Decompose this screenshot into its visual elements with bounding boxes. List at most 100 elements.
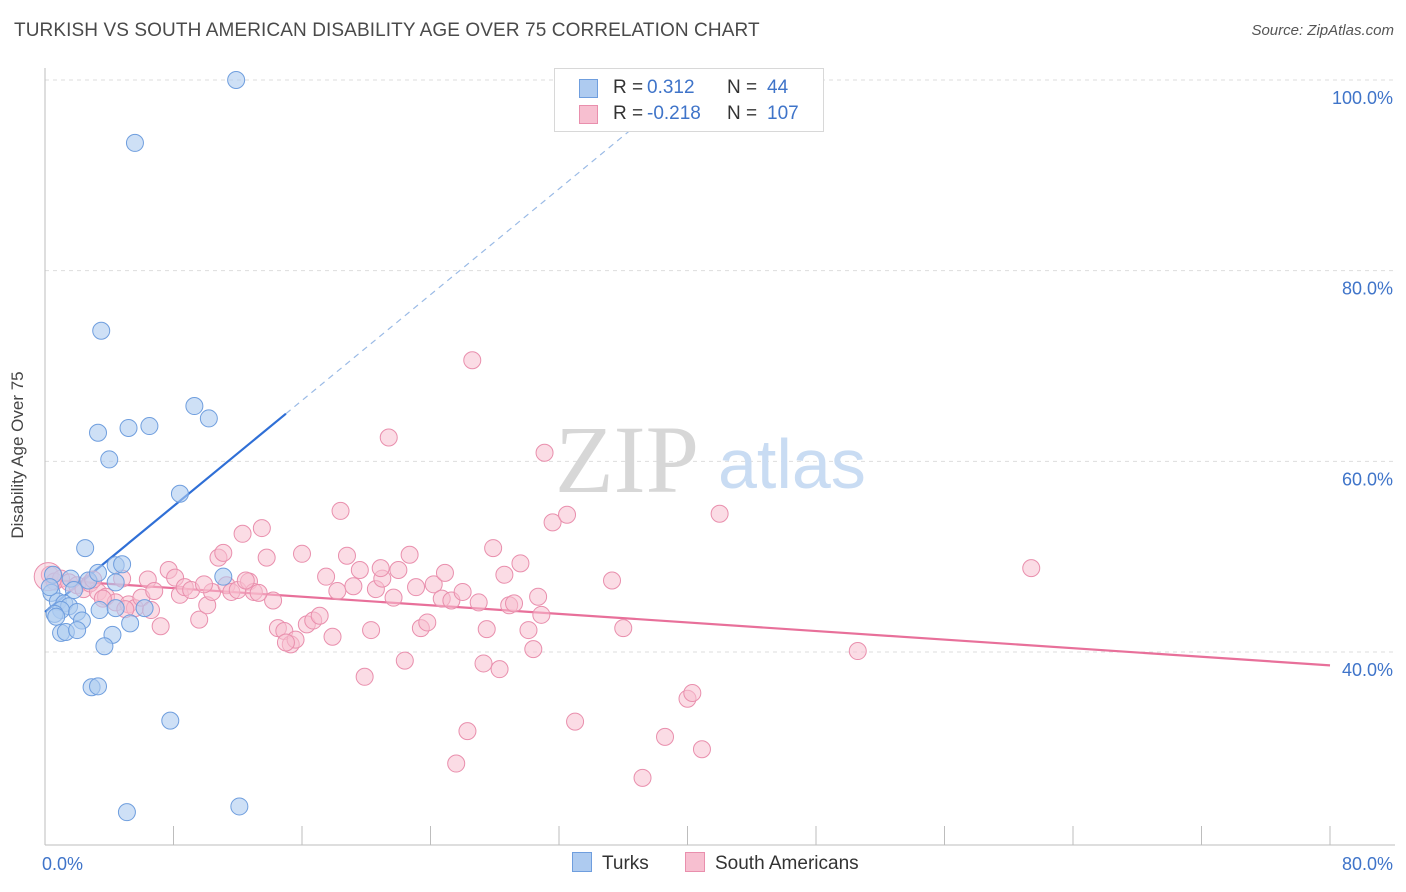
turks-point xyxy=(185,397,204,416)
south-american-point xyxy=(145,581,164,600)
south-american-points xyxy=(33,351,1041,787)
turks-point xyxy=(125,133,144,152)
south-american-point xyxy=(458,722,477,741)
south-n-label: N = xyxy=(727,103,758,124)
legend-item-turks[interactable]: Turks xyxy=(572,852,649,875)
south-r-label: R = xyxy=(613,103,644,124)
south-american-point xyxy=(603,571,622,590)
south-american-point xyxy=(505,594,524,613)
turks-points xyxy=(40,71,249,822)
source-credit: Source: ZipAtlas.com xyxy=(1251,22,1394,39)
south-american-point xyxy=(424,575,443,594)
south-american-point xyxy=(614,619,633,638)
south-american-point xyxy=(453,582,472,601)
south-n-value: 107 xyxy=(767,103,799,124)
turks-point xyxy=(68,621,87,640)
south-american-point xyxy=(447,754,466,773)
turks-point xyxy=(89,423,108,442)
turks-point xyxy=(161,711,180,730)
south-american-point xyxy=(195,575,214,594)
south-american-point xyxy=(519,621,538,640)
tick-labels: 40.0% 60.0% 80.0% 100.0% 0.0% 80.0% xyxy=(42,88,1393,874)
south-american-point xyxy=(524,640,543,659)
turks-legend-label: Turks xyxy=(602,853,649,874)
turks-n-label: N = xyxy=(727,77,758,98)
south-american-point xyxy=(379,428,398,447)
south-american-point xyxy=(344,577,363,596)
south-swatch xyxy=(579,105,598,124)
south-american-point xyxy=(474,654,493,673)
south-american-point xyxy=(328,581,347,600)
y-tick-label: 60.0% xyxy=(1342,469,1393,489)
south-american-point xyxy=(276,633,295,652)
turks-point xyxy=(40,578,59,597)
south-american-point xyxy=(1022,559,1041,578)
turks-point xyxy=(106,599,125,618)
south-r-value: -0.218 xyxy=(647,103,701,124)
south-american-point xyxy=(490,660,509,679)
turks-point xyxy=(199,409,218,428)
south-american-point xyxy=(317,567,336,586)
legend-row-south: R = -0.218 N = 107 xyxy=(555,101,823,129)
south-american-point xyxy=(252,519,271,538)
turks-point xyxy=(135,599,154,618)
south-legend-label: South Americans xyxy=(715,853,859,874)
south-american-point xyxy=(355,667,374,686)
turks-n-value: 44 xyxy=(767,77,789,98)
stats-legend: R = 0.312 N = 44 R = -0.218 N = 107 xyxy=(554,68,824,132)
south-american-point xyxy=(484,539,503,558)
turks-trend-extension xyxy=(285,109,656,415)
south-american-point xyxy=(469,593,488,612)
turks-r-label: R = xyxy=(613,77,644,98)
south-american-point xyxy=(190,610,209,629)
turks-point xyxy=(170,484,189,503)
y-tick-label: 80.0% xyxy=(1342,279,1393,299)
watermark: ZIP atlas xyxy=(555,406,866,513)
turks-point xyxy=(90,601,109,620)
south-american-point xyxy=(233,524,252,543)
turks-point xyxy=(89,563,108,582)
x-tick-label: 0.0% xyxy=(42,854,83,874)
turks-swatch xyxy=(579,79,598,98)
watermark-zip: ZIP xyxy=(555,406,699,513)
south-american-point xyxy=(463,351,482,370)
south-american-point xyxy=(418,613,437,632)
south-legend-swatch xyxy=(685,852,705,872)
south-american-point xyxy=(848,642,867,661)
south-american-point xyxy=(692,740,711,759)
turks-point xyxy=(140,417,159,436)
legend-item-south-americans[interactable]: South Americans xyxy=(685,852,859,875)
watermark-atlas: atlas xyxy=(718,425,866,503)
south-american-point xyxy=(362,621,381,640)
gridlines xyxy=(45,79,1395,653)
axes xyxy=(44,68,1395,846)
south-american-point xyxy=(400,545,419,564)
south-american-point xyxy=(511,554,530,573)
south-american-point xyxy=(566,712,585,731)
y-tick-label: 40.0% xyxy=(1342,660,1393,680)
turks-r-value: 0.312 xyxy=(647,77,695,98)
south-american-point xyxy=(495,565,514,584)
south-american-point xyxy=(384,588,403,607)
south-american-point xyxy=(656,727,675,746)
south-american-point xyxy=(435,563,454,582)
south-american-point xyxy=(532,605,551,624)
south-american-point xyxy=(350,561,369,580)
turks-point xyxy=(47,607,66,626)
south-american-point xyxy=(249,583,268,602)
turks-point xyxy=(117,803,136,822)
turks-point xyxy=(95,637,114,656)
south-american-point xyxy=(371,559,390,578)
south-american-point xyxy=(558,505,577,524)
south-american-point xyxy=(710,504,729,523)
turks-point xyxy=(92,321,111,340)
south-american-point xyxy=(214,543,233,562)
turks-point xyxy=(227,71,246,89)
y-tick-label: 100.0% xyxy=(1332,88,1393,108)
south-american-point xyxy=(264,591,283,610)
south-american-point xyxy=(310,606,329,625)
south-american-point xyxy=(323,627,342,646)
turks-point xyxy=(214,567,233,586)
south-american-point xyxy=(633,768,652,787)
